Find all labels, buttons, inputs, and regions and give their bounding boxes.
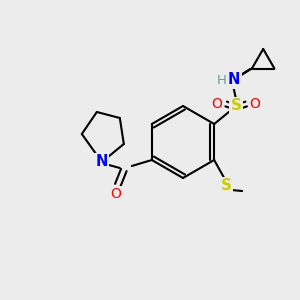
Text: N: N: [96, 154, 108, 169]
Text: S: S: [221, 178, 232, 194]
Text: S: S: [231, 98, 242, 113]
Text: N: N: [96, 154, 108, 169]
Text: O: O: [212, 97, 223, 111]
Text: O: O: [250, 97, 261, 111]
Text: N: N: [228, 73, 240, 88]
Text: H: H: [217, 74, 227, 86]
Text: O: O: [110, 187, 121, 201]
